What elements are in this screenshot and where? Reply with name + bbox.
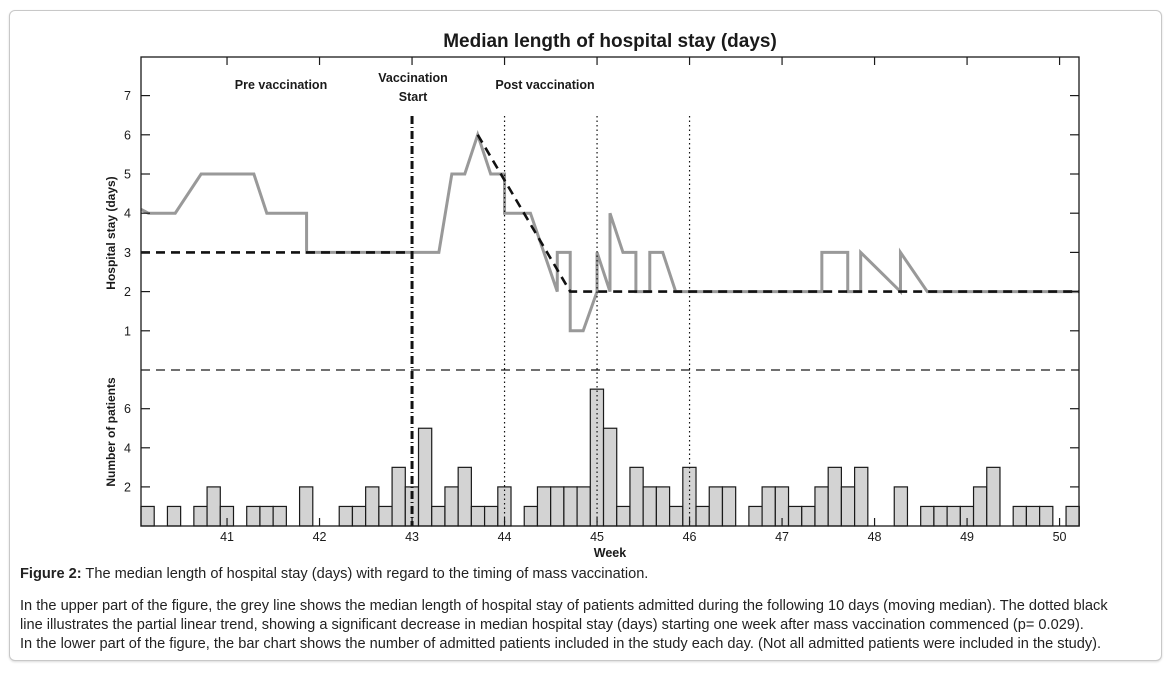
annotation-post-vaccination: Post vaccination — [495, 78, 594, 92]
x-tick-label: 49 — [960, 530, 974, 544]
bar — [206, 486, 221, 527]
figure-caption-body: In the upper part of the figure, the gre… — [20, 597, 1155, 654]
figure-caption-title: Figure 2: The median length of hospital … — [20, 565, 1155, 584]
bar — [840, 486, 856, 527]
figure-card — [9, 10, 1162, 661]
upper-y-tick-label: 5 — [124, 168, 131, 182]
x-tick-label: 42 — [313, 530, 327, 544]
bar — [801, 505, 816, 527]
bar — [708, 486, 724, 527]
bar — [193, 505, 208, 527]
upper-y-tick-label: 6 — [124, 128, 131, 142]
x-tick-label: 47 — [775, 530, 789, 544]
bar — [298, 486, 314, 527]
lower-y-tick-label: 6 — [124, 402, 131, 416]
x-tick-label: 50 — [1053, 530, 1067, 544]
lower-y-tick-label: 4 — [124, 441, 131, 455]
bar — [616, 505, 631, 527]
bar — [695, 505, 710, 527]
bar — [827, 466, 842, 527]
bar — [444, 486, 459, 527]
x-tick-label: 43 — [405, 530, 419, 544]
line-series — [140, 130, 1079, 333]
bar — [166, 505, 182, 527]
vertical-markers — [410, 116, 691, 526]
bar — [431, 505, 446, 527]
bar — [246, 505, 261, 527]
upper-y-tick-label: 4 — [124, 207, 131, 221]
bar — [1025, 505, 1041, 527]
bar — [457, 466, 472, 527]
bar — [655, 486, 671, 527]
median-line — [140, 130, 1079, 333]
bar — [642, 486, 657, 527]
bar — [933, 505, 948, 527]
bar — [272, 505, 287, 527]
bar — [550, 486, 565, 527]
bar — [417, 427, 433, 527]
bar — [946, 505, 961, 527]
annotation-start: Start — [399, 90, 428, 104]
figure-title: The median length of hospital stay (days… — [81, 566, 649, 582]
bar — [351, 505, 367, 527]
bar — [893, 486, 909, 527]
bar — [1065, 505, 1080, 527]
bar — [1039, 505, 1054, 527]
bar — [787, 505, 803, 527]
x-axis-label: Week — [594, 546, 626, 560]
caption-line-3: In the lower part of the figure, the bar… — [20, 636, 1102, 652]
bar — [972, 486, 988, 527]
bar — [391, 466, 406, 527]
bar-series — [140, 388, 1080, 527]
bar — [523, 505, 539, 527]
bar — [602, 427, 618, 527]
bar — [470, 505, 486, 527]
bar — [140, 505, 155, 527]
bar — [576, 486, 591, 527]
bar — [378, 505, 393, 527]
x-tick-label: 44 — [498, 530, 512, 544]
bar — [668, 505, 684, 527]
bar — [629, 466, 644, 527]
upper-y-tick-label: 2 — [124, 285, 131, 299]
upper-y-tick-label: 1 — [124, 324, 131, 338]
upper-y-tick-label: 3 — [124, 246, 131, 260]
lower-y-tick-label: 2 — [124, 480, 131, 494]
x-tick-label: 45 — [590, 530, 604, 544]
x-tick-label: 41 — [220, 530, 234, 544]
bar — [986, 466, 1001, 527]
bar — [536, 486, 552, 527]
chart-title: Median length of hospital stay (days) — [443, 31, 777, 52]
bar — [563, 486, 578, 527]
bar — [365, 486, 380, 527]
bar — [338, 505, 354, 527]
upper-y-tick-label: 7 — [124, 89, 131, 103]
figure-label: Figure 2: — [20, 566, 82, 582]
bar — [920, 505, 935, 527]
trend-line — [476, 134, 1079, 293]
bar — [483, 505, 499, 527]
bar — [721, 486, 737, 527]
caption-line-2: line illustrates the partial linear tren… — [20, 617, 1084, 633]
x-tick-label: 48 — [868, 530, 882, 544]
caption-line-1: In the upper part of the figure, the gre… — [20, 598, 1108, 614]
lower-y-axis-label: Number of patients — [104, 377, 118, 487]
annotation-pre-vaccination: Pre vaccination — [235, 78, 327, 92]
bar — [814, 486, 829, 527]
bar — [1012, 505, 1028, 527]
annotation-vaccination: Vaccination — [378, 71, 447, 85]
bar — [854, 466, 869, 527]
upper-y-axis-label: Hospital stay (days) — [104, 176, 118, 289]
bar — [748, 505, 763, 527]
bar — [761, 486, 776, 527]
bar — [259, 505, 274, 527]
x-tick-label: 46 — [683, 530, 697, 544]
